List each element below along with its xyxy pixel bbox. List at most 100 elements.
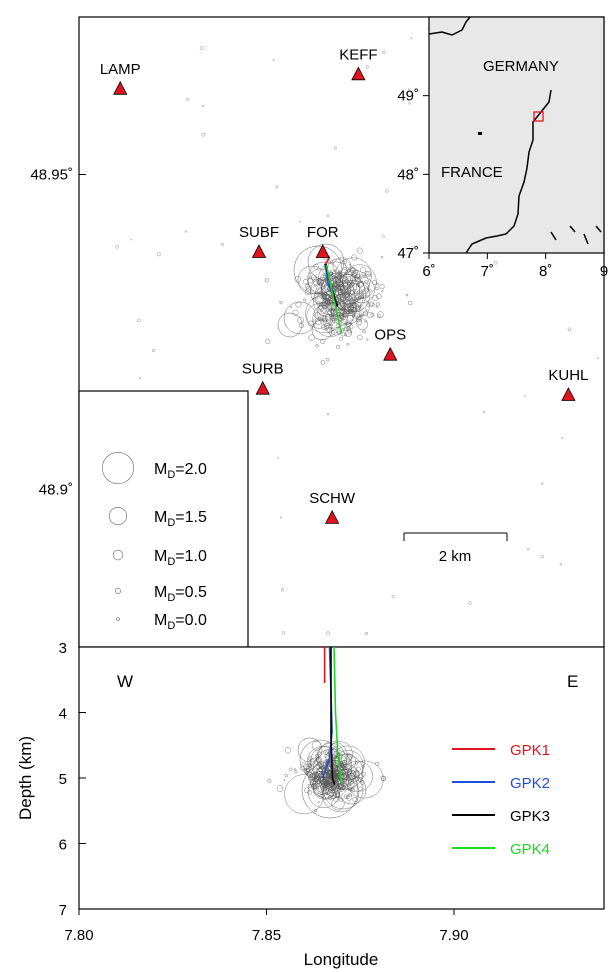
event-circle [408,87,411,90]
event-circle [317,801,320,804]
event-circle [408,102,411,105]
legend-circle [102,451,135,484]
event-circle [347,290,351,293]
event-circle [307,789,313,795]
depth-well-traces [322,646,343,785]
event-circle [305,771,310,775]
event-circle [344,304,351,311]
event-circle [303,298,306,302]
event-circle [308,334,315,341]
event-circle [362,289,365,292]
event-circle [279,300,283,304]
event-circle [335,783,342,790]
event-circle [377,314,381,319]
event-circle [493,260,498,265]
event-circle [364,275,366,277]
map-lat-ticks: 48.95˚ 48.9˚ [30,167,86,499]
legend-circle [115,587,122,594]
event-circle [348,284,352,288]
event-circle [337,288,342,293]
border-line-north [428,16,471,36]
event-circle [138,377,141,379]
event-circle [391,594,395,598]
event-circle [311,319,333,341]
event-circle [347,329,352,334]
event-circle [284,747,292,754]
event-circle [297,737,323,763]
event-circle [323,775,330,781]
event-circle [328,329,335,336]
event-circle [371,280,377,285]
event-circle [330,302,334,306]
event-circle [281,631,286,635]
event-circle [324,294,330,300]
event-circle [344,303,348,307]
y-axis-title: Depth (km) [16,736,35,820]
event-circle [343,291,346,294]
event-circle [329,299,334,304]
event-circle [280,588,285,592]
event-circle [358,318,361,321]
event-circle [567,327,572,332]
event-circle [294,276,301,283]
event-circle [332,791,337,797]
event-circle [323,297,327,301]
event-circle [333,755,337,759]
event-circle [368,288,372,293]
event-circle [337,775,367,805]
event-circle [201,104,204,107]
event-circle [308,272,311,274]
inset-lat-label: 49˚ [397,88,419,105]
event-circle [365,294,369,298]
lake-shapes [550,225,602,245]
event-circle [311,776,313,779]
event-circle [346,276,352,281]
event-circle [320,338,326,345]
event-circle [333,750,364,781]
event-circle [201,132,206,137]
event-circle [277,456,280,459]
event-circle [356,247,363,254]
event-circle [344,294,350,300]
event-circle [377,311,384,318]
legend-label-gpk4: GPK4 [510,841,550,858]
event-circle [366,338,369,341]
event-circle [349,304,355,310]
event-circle [355,317,359,320]
event-circle [299,220,302,223]
inset-lon-label: 9 [600,263,608,280]
event-circle [347,269,351,273]
event-circle [353,271,356,274]
station-label-kuhl: KUHL [548,367,588,384]
event-circle [283,779,286,781]
event-circle [299,739,341,781]
event-circle [326,773,330,778]
event-circle [356,281,369,295]
event-circle [313,264,319,270]
event-circle [267,778,272,783]
event-circle [375,761,380,766]
event-circle [342,328,345,331]
event-circle [326,296,345,315]
event-circle [324,327,328,331]
inset-lon-label: 7˚ [481,263,494,280]
station-markers: LAMP KEFF SUBF FOR OPS SURB KUHL SCHW [100,46,588,524]
event-circle [405,293,409,297]
event-circle [381,290,384,293]
event-circle [349,310,353,314]
event-circle [297,265,327,295]
event-circle [382,235,385,238]
lat-tick-label: 48.9˚ [39,482,73,499]
event-circle [321,290,325,294]
event-circle [314,809,318,813]
event-circle [309,276,312,280]
map-event-circles [100,27,599,636]
event-circle [156,252,161,257]
event-circle [321,293,327,299]
event-circle [330,787,334,791]
event-circle [307,783,312,788]
event-circle [360,313,363,317]
event-circle [328,293,332,297]
event-circle [376,283,379,286]
legend-label-gpk3: GPK3 [510,808,550,825]
